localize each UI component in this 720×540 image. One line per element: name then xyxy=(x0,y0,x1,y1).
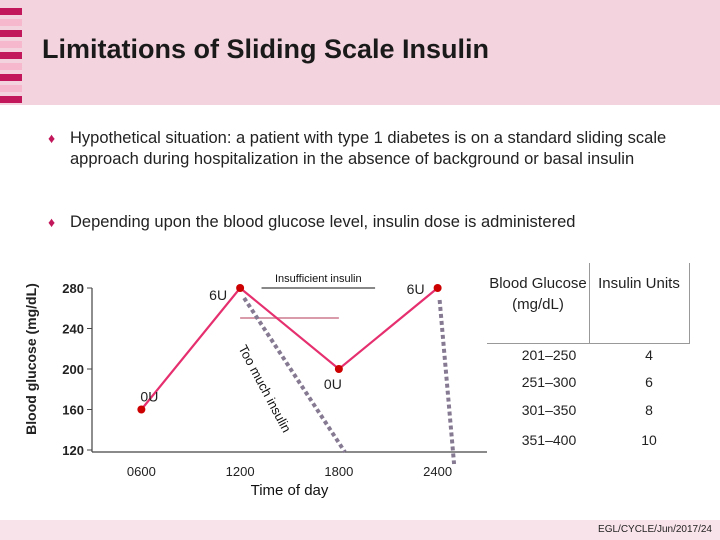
x-tick-label: 1800 xyxy=(324,464,353,479)
point-dose-label: 6U xyxy=(209,287,227,303)
too-much-insulin-line xyxy=(437,299,457,465)
bullet-1: ♦ Hypothetical situation: a patient with… xyxy=(48,128,708,194)
header-band: Limitations of Sliding Scale Insulin xyxy=(0,0,720,105)
decorative-stripes xyxy=(0,0,22,105)
data-point xyxy=(334,365,343,373)
too-much-insulin-line xyxy=(242,296,347,454)
y-tick-label: 160 xyxy=(62,403,84,418)
bullet-1-text: Hypothetical situation: a patient with t… xyxy=(70,129,667,168)
bullet-2-text: Depending upon the blood glucose level, … xyxy=(70,213,576,231)
footer-ref: EGL/CYCLE/Jun/2017/24 xyxy=(598,524,712,535)
cell-glucose: 251–300 xyxy=(521,374,577,390)
insufficient-insulin-label: Insufficient insulin xyxy=(275,273,362,285)
chart-labels: 0U 6U 0U 6U xyxy=(140,281,424,405)
table-row: 351–400 10 xyxy=(487,426,690,455)
cell-glucose: 201–250 xyxy=(521,347,577,363)
cell-units: 4 xyxy=(645,347,653,363)
y-tick-label: 240 xyxy=(62,322,84,337)
x-tick-label: 0600 xyxy=(127,464,156,479)
chart-axes: 280 240 200 160 120 0600 1200 1800 2400 Time of d… xyxy=(62,281,487,499)
x-tick-label: 2400 xyxy=(423,464,452,479)
cell-units: 10 xyxy=(641,432,657,448)
point-dose-label: 0U xyxy=(324,376,342,392)
table-row: 251–300 6 xyxy=(487,368,690,397)
table-row: 201–250 4 xyxy=(487,341,690,370)
cell-glucose: 301–350 xyxy=(521,402,577,418)
data-point xyxy=(137,405,146,414)
cell-units: 6 xyxy=(645,374,653,390)
slide-title: Limitations of Sliding Scale Insulin xyxy=(42,34,490,64)
x-axis-label: Time of day xyxy=(251,482,329,499)
point-dose-label: 6U xyxy=(407,281,425,297)
cell-glucose: 351–400 xyxy=(521,432,577,448)
y-tick-label: 120 xyxy=(62,443,84,458)
table-row: 301–350 8 xyxy=(487,396,690,425)
x-tick-label: 1200 xyxy=(226,464,255,479)
point-dose-label: 0U xyxy=(140,389,158,405)
insulin-table: Blood Glucose (mg/dL) Insulin Units 201–… xyxy=(487,263,690,462)
data-point xyxy=(236,284,245,292)
bullet-2: ♦ Depending upon the blood glucose level… xyxy=(48,212,708,234)
diamond-bullet-icon: ♦ xyxy=(48,130,56,146)
y-tick-label: 280 xyxy=(62,281,84,296)
series-layer xyxy=(137,284,442,414)
cell-units: 8 xyxy=(645,402,653,418)
y-tick-label: 200 xyxy=(62,362,84,377)
glucose-series-line xyxy=(140,286,439,411)
table-header: Blood Glucose (mg/dL) Insulin Units xyxy=(487,263,690,344)
header-insulin-units: Insulin Units xyxy=(598,275,680,292)
too-much-insulin-label: Too much insulin xyxy=(235,342,294,435)
data-point xyxy=(433,284,442,292)
footer-band xyxy=(0,520,720,540)
header-blood-glucose: Blood Glucose (mg/dL) xyxy=(489,275,587,313)
diamond-bullet-icon: ♦ xyxy=(48,214,56,230)
